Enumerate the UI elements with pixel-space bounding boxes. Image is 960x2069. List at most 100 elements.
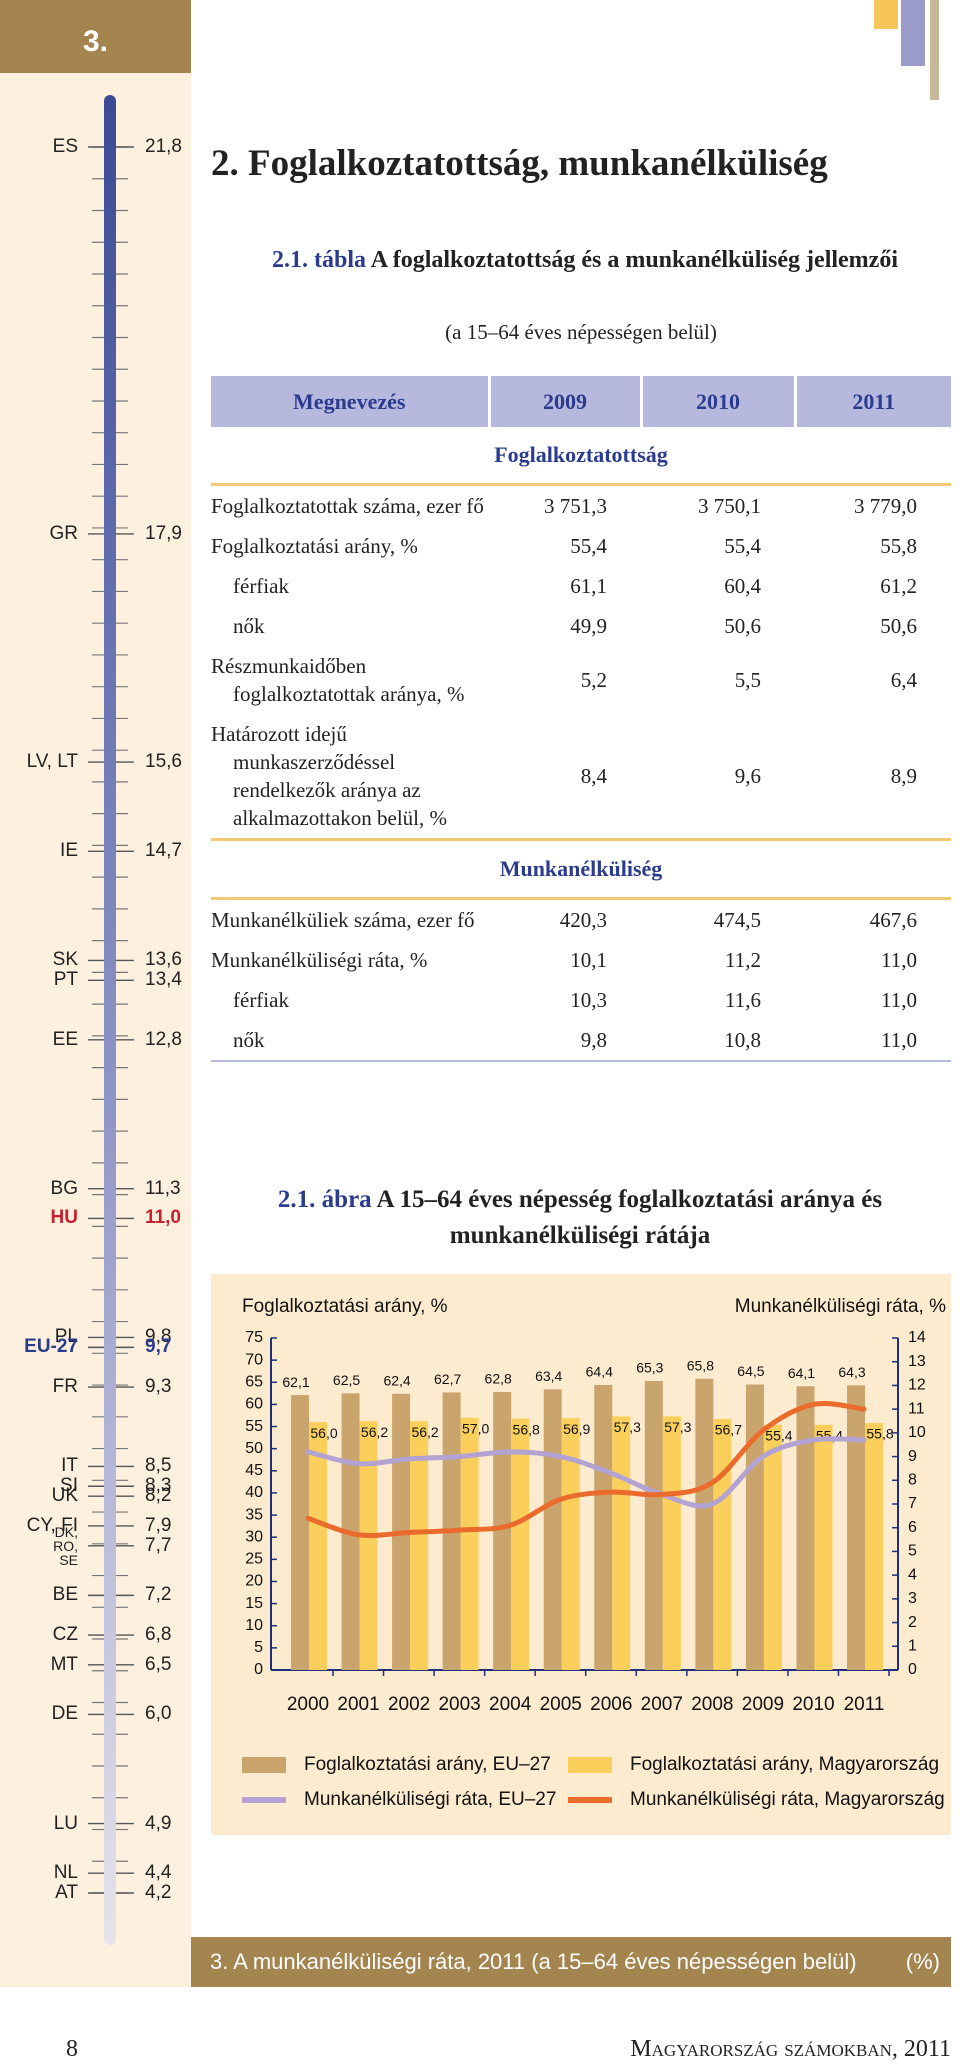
cell-value: 3 779,0 [854, 494, 917, 518]
bar [359, 1421, 378, 1670]
bar-value-label: 57,3 [664, 1419, 691, 1435]
scale-unit: (%) [905, 1949, 940, 1974]
bar [644, 1380, 663, 1670]
y2-tick-label: 4 [908, 1566, 917, 1583]
cell-value: 50,6 [880, 614, 917, 638]
bar [309, 1422, 327, 1670]
cell-value: 61,1 [570, 574, 607, 598]
table-subtitle: (a 15–64 éves népességen belül) [445, 320, 717, 344]
data-row: férfiak 61,1 60,4 61,2 [211, 566, 951, 606]
bar-value-label: 62,7 [434, 1371, 461, 1387]
cell-value: 49,9 [570, 614, 607, 638]
cell-value: 61,2 [880, 574, 917, 598]
bar-value-label: 62,5 [333, 1372, 360, 1388]
scale-value: 9,3 [145, 1376, 172, 1398]
bar-value-label: 56,7 [715, 1422, 742, 1438]
country-label: HU [50, 1207, 78, 1229]
page-number: 8 [66, 2036, 78, 2062]
data-row: nők 9,8 10,8 11,0 [211, 1020, 951, 1062]
scale-value: 13,6 [145, 949, 182, 971]
y-tick-label: 35 [245, 1506, 263, 1523]
x-tick-label: 2007 [641, 1694, 683, 1715]
cell-value: 11,2 [725, 948, 761, 972]
y2-tick-label: 6 [908, 1519, 917, 1536]
country-label: CY, FI [26, 1514, 78, 1536]
table-title: 2.1. tábla A foglalkoztatottság és a mun… [250, 243, 920, 277]
bar [460, 1417, 479, 1670]
cell-value: 467,6 [869, 908, 917, 932]
cell-value: 420,3 [559, 908, 607, 932]
x-tick-label: 2003 [438, 1694, 480, 1715]
scale-value: 12,8 [145, 1028, 182, 1050]
row-label: Foglalkoztatottak száma, ezer fő [211, 494, 484, 518]
row-label: nők [233, 614, 265, 638]
header-cell: Megnevezés [211, 376, 491, 427]
scale-value: 9,7 [145, 1336, 172, 1358]
x-tick-label: 2000 [287, 1694, 329, 1715]
scale-value: 4,9 [145, 1812, 172, 1834]
cell-value: 55,8 [880, 534, 917, 558]
scale-value: 6,5 [145, 1653, 172, 1675]
bar-value-label: 64,5 [737, 1363, 764, 1379]
country-label: MT [50, 1653, 78, 1675]
cell-value: 11,6 [725, 988, 761, 1012]
row-label: Munkanélküliségi ráta, % [211, 948, 428, 972]
scale-value: 15,6 [145, 751, 182, 773]
country-label: DK, RO, SE [53, 1523, 78, 1568]
scale-value: 11,0 [145, 1207, 181, 1229]
bar-value-label: 64,4 [586, 1364, 613, 1380]
bar-value-label: 62,1 [282, 1374, 309, 1390]
country-label: BE [52, 1584, 78, 1606]
country-label: SI [60, 1475, 78, 1497]
header-cell: 2010 [641, 376, 797, 427]
bar-value-label: 65,3 [636, 1360, 663, 1376]
x-tick-label: 2009 [742, 1694, 784, 1715]
country-label: IE [60, 840, 78, 862]
cell-value: 3 750,1 [698, 494, 761, 518]
cell-value: 11,0 [795, 1020, 951, 1062]
y-tick-label: 60 [245, 1396, 263, 1413]
bar-value-label: 56,8 [513, 1421, 540, 1437]
cell-value: 10,3 [570, 988, 607, 1012]
bar-value-label: 64,3 [838, 1364, 865, 1380]
x-tick-label: 2005 [540, 1694, 582, 1715]
y-tick-label: 0 [254, 1661, 263, 1678]
table-label: 2.1. tábla [271, 247, 366, 273]
country-label: FR [52, 1376, 78, 1398]
data-row: Foglalkoztatottak száma, ezer fő 3 751,3 3… [211, 485, 951, 527]
header-row: Megnevezés 2009 2010 2011 [211, 376, 951, 427]
y-tick-label: 5 [254, 1639, 263, 1656]
scale-value: 17,9 [145, 522, 182, 544]
caption-bar [191, 1937, 951, 1987]
country-label: AT [55, 1882, 78, 1903]
cell-value: 8,9 [890, 764, 917, 788]
data-row: nők 49,9 50,6 50,6 [211, 606, 951, 646]
section-title: Foglalkoztatottság [211, 427, 951, 486]
cell-value: 6,4 [890, 668, 917, 692]
scale-value: 6,0 [145, 1703, 172, 1725]
bar [561, 1418, 580, 1670]
y2-tick-label: 10 [908, 1424, 926, 1441]
bar [745, 1384, 764, 1670]
scale-value: 4,2 [145, 1882, 172, 1903]
scale-value: 9,8 [145, 1326, 172, 1348]
bar [291, 1395, 309, 1670]
country-label: PL [54, 1326, 78, 1348]
cell-value: 10,8 [641, 1020, 795, 1062]
y2-tick-label: 11 [908, 1400, 925, 1417]
y2-tick-label: 8 [908, 1472, 917, 1489]
section-tab [0, 0, 191, 73]
x-tick-label: 2004 [489, 1694, 532, 1715]
scale-value: 7,2 [145, 1584, 172, 1606]
country-label: CZ [52, 1624, 78, 1646]
section-title: Munkanélküliség [211, 838, 951, 900]
y-tick-label: 70 [245, 1351, 263, 1368]
cell-value: 55,4 [724, 534, 761, 558]
country-label: LV, LT [26, 751, 78, 773]
bar [594, 1384, 613, 1670]
y-tick-label: 15 [245, 1595, 263, 1612]
side-panel [0, 73, 191, 1987]
country-label: UK [51, 1485, 78, 1507]
country-label: EE [52, 1028, 78, 1050]
y-tick-label: 50 [245, 1440, 263, 1457]
